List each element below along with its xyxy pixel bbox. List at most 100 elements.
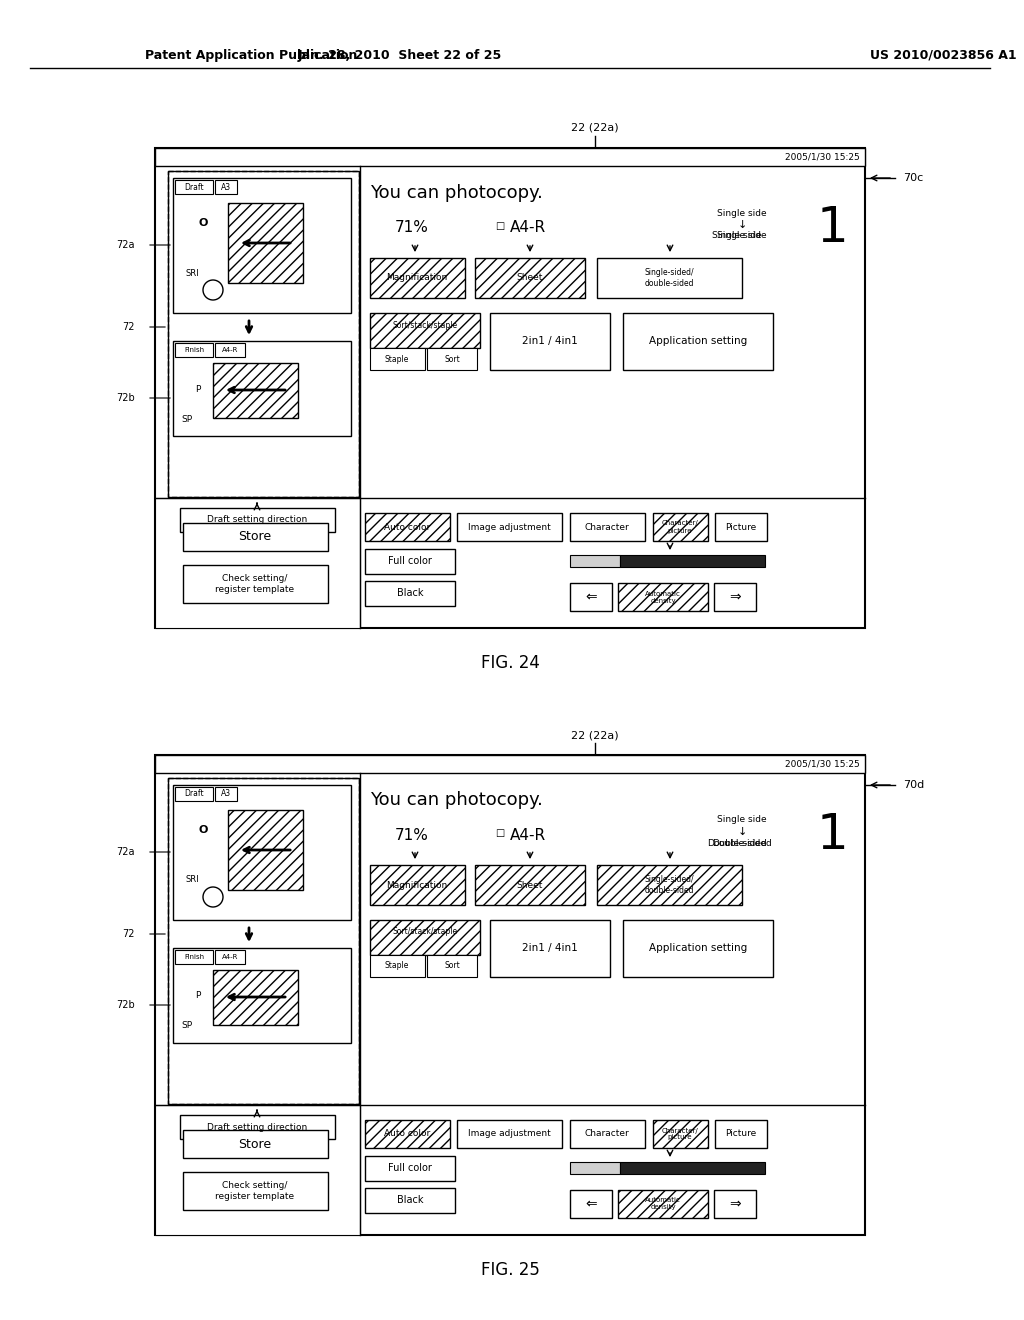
Bar xyxy=(570,1119,645,1148)
Bar xyxy=(175,180,213,194)
Bar xyxy=(183,1172,328,1210)
Text: Image adjustment: Image adjustment xyxy=(468,523,550,532)
Bar xyxy=(570,583,612,611)
Text: A4-R: A4-R xyxy=(222,954,239,960)
Text: Automatic
density: Automatic density xyxy=(645,590,681,603)
Text: 72b: 72b xyxy=(117,393,135,403)
Text: Full color: Full color xyxy=(388,1163,432,1173)
Bar xyxy=(715,1119,767,1148)
Bar xyxy=(183,523,328,550)
Bar xyxy=(570,513,645,541)
Bar xyxy=(714,1191,756,1218)
Bar xyxy=(457,1119,562,1148)
Text: Draft setting direction: Draft setting direction xyxy=(207,1122,307,1131)
Text: Image adjustment: Image adjustment xyxy=(468,1130,550,1138)
Bar xyxy=(427,348,477,370)
Bar xyxy=(168,777,359,1104)
Text: A4-R: A4-R xyxy=(510,828,546,842)
Bar xyxy=(228,810,303,890)
Text: Draft setting direction: Draft setting direction xyxy=(207,516,307,524)
Text: 22 (22a): 22 (22a) xyxy=(571,730,620,741)
Text: 71%: 71% xyxy=(395,828,429,842)
Text: 70d: 70d xyxy=(903,780,925,789)
Bar xyxy=(365,1156,455,1181)
Bar xyxy=(168,172,359,498)
Text: Magnification: Magnification xyxy=(386,273,447,282)
Bar xyxy=(570,1191,612,1218)
Text: Character/
picture: Character/ picture xyxy=(662,520,698,533)
Text: Sheet: Sheet xyxy=(517,273,543,282)
Text: Magnification: Magnification xyxy=(386,880,447,890)
Text: Sheet: Sheet xyxy=(517,880,543,890)
Text: A4-R: A4-R xyxy=(510,220,546,235)
Text: □: □ xyxy=(495,828,504,838)
Bar xyxy=(370,920,480,954)
Bar xyxy=(155,755,865,774)
Text: Finish: Finish xyxy=(184,954,204,960)
Bar xyxy=(180,508,335,532)
Bar xyxy=(213,363,298,418)
Bar xyxy=(173,948,351,1043)
Text: 1: 1 xyxy=(816,205,848,252)
Text: Double-sided: Double-sided xyxy=(708,838,767,847)
Text: A4-R: A4-R xyxy=(222,347,239,352)
Bar xyxy=(653,1119,708,1148)
Bar xyxy=(155,1105,360,1236)
Bar xyxy=(228,203,303,282)
Text: Single side: Single side xyxy=(717,816,767,825)
Text: 1: 1 xyxy=(816,810,848,859)
Bar xyxy=(168,777,359,1104)
Text: FIG. 25: FIG. 25 xyxy=(480,1261,540,1279)
Text: O: O xyxy=(199,825,208,836)
Text: Double-sided: Double-sided xyxy=(712,838,772,847)
Text: Store: Store xyxy=(239,1138,271,1151)
Bar xyxy=(155,755,865,1236)
Bar xyxy=(365,549,455,574)
Text: You can photocopy.: You can photocopy. xyxy=(370,791,543,809)
Bar xyxy=(365,513,450,541)
Text: SP: SP xyxy=(181,414,193,424)
Bar xyxy=(175,950,213,964)
Bar xyxy=(618,1191,708,1218)
Bar xyxy=(427,954,477,977)
Text: 70c: 70c xyxy=(903,173,924,183)
Bar xyxy=(623,920,773,977)
Text: A3: A3 xyxy=(221,182,231,191)
Bar xyxy=(570,554,620,568)
Text: Sort: Sort xyxy=(444,961,460,970)
Text: Check setting/
register template: Check setting/ register template xyxy=(215,1181,295,1201)
Text: ⇐: ⇐ xyxy=(585,590,597,605)
Text: Picture: Picture xyxy=(725,523,757,532)
Text: P: P xyxy=(195,991,201,1001)
Text: Single side: Single side xyxy=(712,231,762,240)
Bar xyxy=(215,180,237,194)
Bar xyxy=(370,348,425,370)
Text: 22 (22a): 22 (22a) xyxy=(571,123,620,133)
Text: ↓: ↓ xyxy=(737,220,746,230)
Text: Black: Black xyxy=(396,1195,423,1205)
Bar xyxy=(175,787,213,801)
Bar xyxy=(180,1115,335,1139)
Text: Application setting: Application setting xyxy=(649,337,748,346)
Text: 72: 72 xyxy=(123,322,135,333)
Text: Single-sided/
double-sided: Single-sided/ double-sided xyxy=(644,875,694,895)
Bar xyxy=(597,865,742,906)
Text: Sort: Sort xyxy=(444,355,460,363)
Text: ⇐: ⇐ xyxy=(585,1197,597,1210)
Text: SP: SP xyxy=(181,1022,193,1031)
Bar xyxy=(490,313,610,370)
Text: Draft: Draft xyxy=(184,789,204,799)
Bar xyxy=(155,498,360,628)
Text: □: □ xyxy=(495,220,504,231)
Bar xyxy=(365,1119,450,1148)
Bar xyxy=(215,343,245,356)
Bar xyxy=(618,583,708,611)
Bar xyxy=(213,970,298,1026)
Text: ↓: ↓ xyxy=(737,828,746,837)
Text: SRI: SRI xyxy=(185,268,199,277)
Bar xyxy=(365,1188,455,1213)
Bar xyxy=(183,1130,328,1158)
Bar xyxy=(365,581,455,606)
Text: 72a: 72a xyxy=(117,847,135,857)
Bar xyxy=(370,313,480,348)
